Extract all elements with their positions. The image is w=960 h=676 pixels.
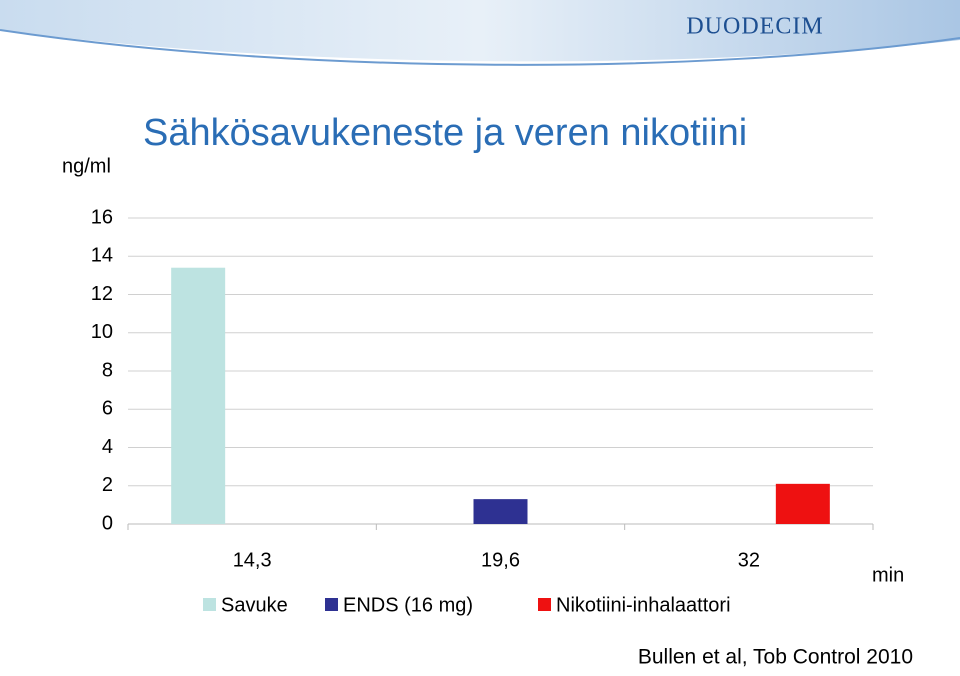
plot: 0 2 4 6 8 10 12 14 16 14,3 19,6 32 Savuke ENDS (16 mg… [91, 206, 874, 616]
legend-label: Savuke [221, 594, 288, 616]
y-tick-label: 6 [102, 398, 113, 420]
x-tick-label: 32 [738, 549, 760, 571]
y-tick-label: 10 [91, 321, 113, 343]
bar [473, 499, 528, 524]
y-tick-label: 16 [91, 206, 113, 228]
legend-swatch [325, 598, 338, 611]
y-tick-label: 0 [102, 512, 113, 534]
bar [775, 483, 830, 524]
legend-swatch [538, 598, 551, 611]
brand-logo: DUODECIM [686, 14, 823, 40]
y-tick-label: 14 [91, 245, 113, 267]
x-axis-label: min [872, 564, 904, 586]
x-tick-label: 14,3 [233, 549, 272, 571]
y-tick-label: 12 [91, 283, 113, 305]
y-tick-label: 4 [102, 436, 113, 458]
y-tick-label: 8 [102, 359, 113, 381]
x-tick-label: 19,6 [481, 549, 520, 571]
bar [171, 267, 226, 524]
y-axis-label: ng/ml [62, 155, 111, 177]
legend-swatch [203, 598, 216, 611]
header-swoosh [0, 0, 960, 62]
chart-title: Sähkösavukeneste ja veren nikotiini [143, 112, 747, 154]
legend-label: Nikotiini-inhalaattori [556, 594, 731, 616]
legend-label: ENDS (16 mg) [343, 594, 473, 616]
header-line [0, 29, 960, 66]
source: Bullen et al, Tob Control 2010 [638, 646, 913, 669]
y-tick-label: 2 [102, 474, 113, 496]
